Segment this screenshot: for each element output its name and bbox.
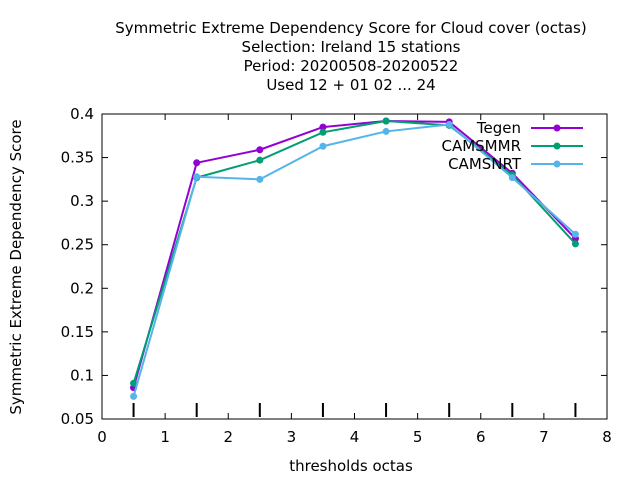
legend-label: CAMSMMR (441, 137, 521, 155)
series-lines (130, 117, 579, 400)
chart-title: Symmetric Extreme Dependency Score for C… (115, 19, 586, 94)
threshold-markers (132, 403, 577, 417)
data-point-camsnrt (319, 142, 327, 150)
legend-label: CAMSNRT (448, 155, 522, 173)
x-axis: 0 1 2 3 4 5 6 7 8 (97, 114, 612, 446)
title-line-1: Symmetric Extreme Dependency Score for C… (115, 19, 586, 37)
data-point-camsmmr (382, 117, 390, 125)
title-line-4: Used 12 + 01 02 ... 24 (266, 76, 435, 94)
x-tick-label: 7 (539, 428, 549, 446)
y-tick-label: 0.35 (61, 149, 94, 167)
x-axis-label: thresholds octas (289, 457, 413, 475)
data-point-camsnrt (382, 127, 390, 135)
x-tick-label: 6 (476, 428, 486, 446)
data-point-camsnrt (508, 174, 516, 182)
legend-label: Tegen (476, 119, 521, 137)
title-line-3: Period: 20200508-20200522 (244, 57, 459, 75)
data-point-camsnrt (571, 230, 579, 238)
legend-marker (553, 142, 561, 150)
x-tick-label: 8 (602, 428, 612, 446)
y-axis: 0.05 0.1 0.15 0.2 0.25 0.3 0.35 0.4 (61, 105, 607, 428)
title-line-2: Selection: Ireland 15 stations (242, 38, 461, 56)
x-tick-label: 5 (413, 428, 423, 446)
data-point-camsmmr (319, 128, 327, 136)
y-tick-label: 0.05 (61, 410, 94, 428)
y-tick-label: 0.2 (70, 279, 94, 297)
series-line-camsnrt (132, 123, 577, 397)
y-tick-label: 0.25 (61, 236, 94, 254)
data-point-camsmmr (130, 379, 138, 387)
plot-border (101, 113, 608, 420)
y-tick-label: 0.1 (70, 366, 94, 384)
data-point-camsnrt (193, 173, 201, 181)
y-axis-label: Symmetric Extreme Dependency Score (7, 119, 25, 414)
data-point-camsnrt (445, 120, 453, 128)
data-point-camsnrt (130, 392, 138, 400)
data-point-tegen (256, 146, 264, 154)
data-point-camsmmr (256, 156, 264, 164)
x-tick-label: 3 (287, 428, 297, 446)
y-tick-label: 0.3 (70, 192, 94, 210)
data-point-camsnrt (256, 175, 264, 183)
data-point-tegen (193, 159, 201, 167)
series-line-camsmmr (132, 119, 577, 384)
legend-marker (553, 124, 561, 132)
data-point-camsmmr (571, 240, 579, 248)
x-tick-label: 4 (350, 428, 360, 446)
legend-marker (553, 160, 561, 168)
series-line-tegen (132, 119, 577, 388)
x-tick-label: 0 (97, 428, 107, 446)
y-tick-label: 0.4 (70, 105, 94, 123)
x-tick-label: 2 (223, 428, 233, 446)
y-tick-label: 0.15 (61, 323, 94, 341)
x-tick-label: 1 (160, 428, 170, 446)
data-point-tegen (319, 123, 327, 131)
